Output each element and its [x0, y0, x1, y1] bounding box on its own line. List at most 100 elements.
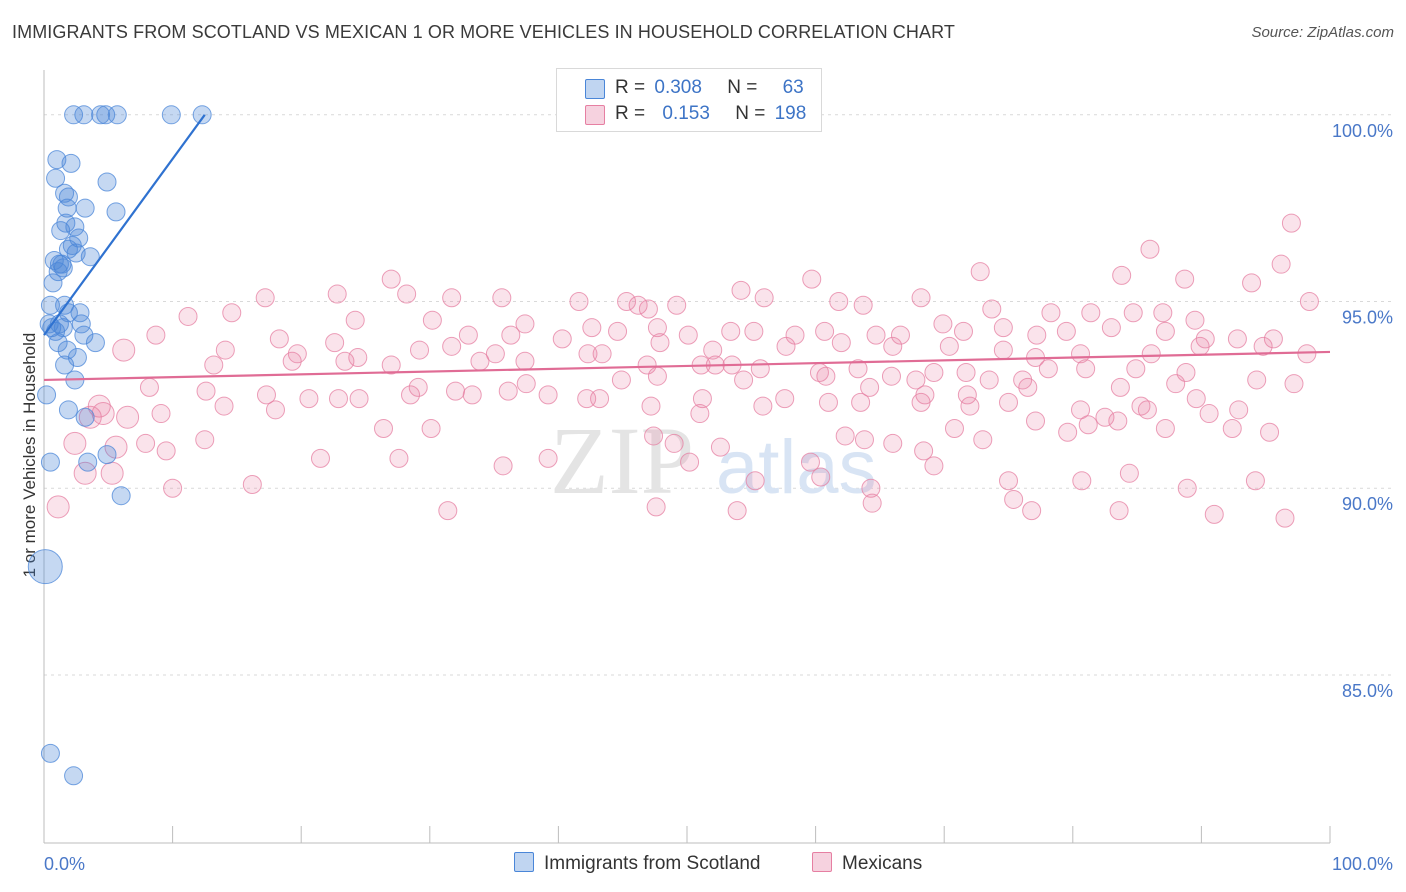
mexicans-point [1260, 422, 1280, 442]
mexicans-point [269, 329, 289, 349]
mexicans-point [1109, 501, 1129, 521]
x-tick-label: 0.0% [44, 854, 85, 874]
mexicans-point [1119, 463, 1139, 483]
mexicans-point [1112, 265, 1132, 285]
mexicans-point [1199, 404, 1219, 424]
mexicans-point [335, 351, 355, 371]
legend-n-label: N = [735, 103, 766, 124]
scotland-point [161, 105, 181, 125]
mexicans-point [973, 430, 993, 450]
trend-lines [43, 114, 1331, 382]
mexicans-point [438, 501, 458, 521]
mexicans-point [91, 402, 115, 426]
mexicans-point [802, 269, 822, 289]
mexicans-point [703, 340, 723, 360]
mexicans-point [195, 430, 215, 450]
bottom-legend-mexicans[interactable]: Mexicans [812, 852, 922, 875]
mexicans-point [999, 392, 1018, 412]
mexicans-point [325, 333, 345, 353]
mexicans-point [647, 318, 667, 338]
mexicans-point [848, 359, 868, 379]
mexicans-point [401, 385, 421, 405]
legend-r-value: 0.308 [654, 77, 702, 98]
mexicans-point [831, 333, 851, 353]
mexicans-point [1038, 359, 1058, 379]
mexicans-point [374, 418, 394, 438]
bottom-legend-scotland[interactable]: Immigrants from Scotland [514, 852, 760, 875]
scotland-point [27, 549, 63, 585]
mexicans-point [422, 310, 442, 330]
mexicans-point [592, 344, 612, 364]
mexicans-point [883, 433, 903, 453]
mexicans-point [608, 321, 628, 341]
mexicans-point [883, 336, 903, 356]
mexicans-point [1027, 325, 1047, 345]
mexicans-point [470, 351, 490, 371]
mexicans-point [214, 396, 234, 416]
mexicans-point [1123, 303, 1143, 323]
mexicans-point [328, 389, 348, 409]
mexicans-point [999, 471, 1018, 491]
scotland-point [55, 355, 75, 375]
mexicans-point [178, 306, 198, 326]
mexicans-point [890, 325, 910, 345]
mexicans-point [1072, 471, 1092, 491]
mexicans-point [146, 325, 166, 345]
mexicans-point [222, 303, 242, 323]
x-tick-label: 100.0% [1332, 854, 1393, 874]
watermark: ZIP atlas [550, 407, 877, 514]
mexicans-point [911, 288, 931, 308]
mexicans-point [578, 344, 598, 364]
mexicans-point [881, 366, 901, 386]
mexicans-point [678, 325, 698, 345]
mexicans-point [1140, 239, 1160, 259]
mexicans-point [1155, 418, 1175, 438]
mexicans-point [851, 392, 871, 412]
mexicans-point [196, 381, 216, 401]
mexicans-point [982, 299, 1002, 319]
mexicans-point [1186, 389, 1206, 409]
gridlines [44, 114, 1395, 676]
mexicans-point [163, 478, 183, 498]
mexicans-point [617, 292, 637, 312]
scotland-point [46, 168, 66, 188]
legend-swatch-mexicans [812, 852, 832, 872]
watermark-atlas: atlas [716, 425, 877, 510]
legend-swatch-mexicans [585, 105, 605, 125]
scotland-point [107, 105, 127, 125]
mexicans-point [389, 448, 409, 468]
mexicans-point [515, 314, 535, 334]
mexicans-point [1041, 303, 1061, 323]
mexicans-point [1108, 411, 1128, 431]
mexicans-point [664, 433, 684, 453]
scotland-point [96, 105, 116, 125]
mexicans-point [256, 385, 276, 405]
mexicans-point [646, 497, 666, 517]
axes [43, 70, 1331, 844]
mexicans-point [582, 318, 602, 338]
mexicans-point [1175, 269, 1195, 289]
scotland-point [64, 766, 84, 786]
mexicans-point [492, 288, 512, 308]
mexicans-point [1284, 374, 1304, 394]
scotland-point [61, 153, 81, 173]
scotland-point [97, 445, 117, 465]
legend-n-value: 63 [782, 77, 804, 98]
mexicans-point [1299, 292, 1319, 312]
mexicans-point [538, 448, 558, 468]
mexicans-point [638, 299, 658, 319]
mexicans-point [100, 461, 124, 485]
mexicans-point [381, 355, 401, 375]
mexicans-point [1263, 329, 1283, 349]
mexicans-point [816, 366, 836, 386]
mexicans-point [1026, 411, 1046, 431]
mexicans-point [721, 321, 741, 341]
mexicans-point [906, 370, 926, 390]
scotland-point [192, 105, 212, 125]
mexicans-point [299, 389, 319, 409]
mexicans-point [860, 377, 880, 397]
scotland-point [48, 262, 68, 282]
mexicans-point [1166, 374, 1186, 394]
mexicans-point [1177, 478, 1197, 498]
mexicans-point [800, 452, 820, 472]
